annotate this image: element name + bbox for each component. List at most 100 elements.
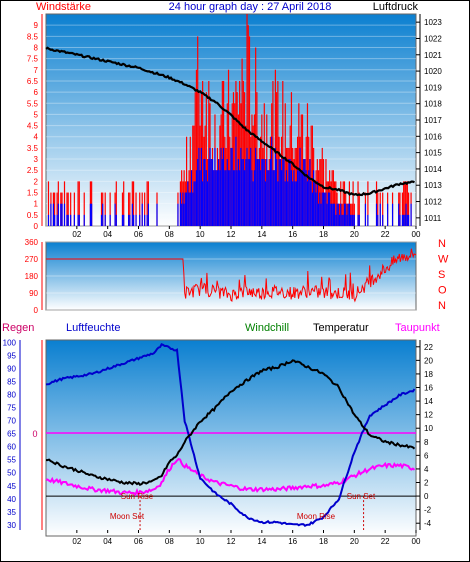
- bottom-x-tick-label: 10: [196, 537, 205, 546]
- temp-tick-label: 10: [424, 424, 433, 433]
- sunset-label: Sun Set: [347, 492, 376, 501]
- top-x-tick-label: 10: [196, 230, 205, 239]
- pressure-tick-label: 1019: [424, 83, 442, 92]
- chart-title: 24 hour graph day : 27 April 2018: [169, 1, 332, 13]
- pressure-tick-label: 1022: [424, 34, 442, 43]
- temp-tick-label: 22: [424, 343, 433, 352]
- pressure-tick-label: 1013: [424, 181, 442, 190]
- bottom-x-tick-label: 20: [350, 537, 359, 546]
- temp-tick-label: 0: [424, 492, 429, 501]
- pressure-line: [45, 46, 415, 197]
- bottom-x-tick-label: 08: [165, 537, 174, 546]
- humidity-tick-label: 65: [7, 430, 16, 439]
- temp-tick-label: 20: [424, 356, 433, 365]
- legend-luftfeuchte: Luftfeuchte: [66, 322, 120, 334]
- direction-line: [46, 248, 417, 303]
- wind-tick-label: 5.5: [27, 99, 39, 108]
- temp-tick-label: 8: [424, 438, 429, 447]
- humidity-line: [45, 343, 416, 528]
- top-x-tick-label: 04: [103, 230, 112, 239]
- legend-windchill: Windchill: [245, 322, 289, 334]
- humidity-tick-label: 70: [7, 417, 16, 426]
- wind-tick-label: 1: [34, 200, 39, 209]
- wind-tick-label: 4: [34, 133, 39, 142]
- bottom-x-tick-label: 16: [288, 537, 297, 546]
- temp-tick-label: 18: [424, 370, 433, 379]
- temp-tick-label: -4: [424, 519, 432, 528]
- top-x-tick-label: 18: [319, 230, 328, 239]
- bottom-x-tick-label: 02: [72, 537, 81, 546]
- bottom-x-tick-label: 12: [227, 537, 236, 546]
- legend-taupunkt: Taupunkt: [395, 322, 440, 334]
- temp-tick-label: 16: [424, 384, 433, 393]
- wind-tick-label: 6: [34, 88, 39, 97]
- wind-tick-label: 2.5: [27, 166, 39, 175]
- bottom-axes: 3035404550556065707580859095100-4-202468…: [3, 339, 434, 546]
- pressure-axis-title: Luftdruck: [373, 1, 419, 13]
- direction-tick-label: 180: [25, 272, 39, 281]
- pressure-tick-label: 1021: [424, 51, 442, 60]
- bottom-marks: [45, 343, 416, 528]
- pressure-tick-label: 1018: [424, 100, 442, 109]
- wind-tick-label: 8.5: [27, 32, 39, 41]
- humidity-tick-label: 75: [7, 404, 16, 413]
- bottom-grid: [46, 432, 416, 530]
- legend-regen: Regen: [2, 322, 34, 334]
- top-x-tick-label: 22: [381, 230, 390, 239]
- temp-tick-label: 4: [424, 465, 429, 474]
- bottom-x-tick-label: 04: [103, 537, 112, 546]
- humidity-tick-label: 55: [7, 456, 16, 465]
- dewpoint-line: [45, 457, 416, 498]
- wind-tick-label: 4.5: [27, 122, 39, 131]
- wind-tick-label: 7.5: [27, 55, 39, 64]
- humidity-tick-label: 40: [7, 495, 16, 504]
- humidity-tick-label: 100: [3, 339, 17, 348]
- mid-marks: [46, 248, 417, 303]
- humidity-tick-label: 80: [7, 391, 16, 400]
- moonset-label: Moon Set: [110, 512, 145, 521]
- humidity-tick-label: 50: [7, 469, 16, 478]
- direction-tick-label: 90: [29, 289, 38, 298]
- temperature-line: [46, 359, 416, 487]
- wind-tick-label: 6.5: [27, 77, 39, 86]
- humidity-tick-label: 95: [7, 352, 16, 361]
- wind-axis-title: Windstärke: [36, 1, 91, 13]
- wind-tick-label: 2: [34, 177, 39, 186]
- pressure-tick-label: 1020: [424, 67, 442, 76]
- wind-tick-label: 1.5: [27, 189, 39, 198]
- humidity-tick-label: 90: [7, 365, 16, 374]
- top-x-tick-label: 08: [165, 230, 174, 239]
- top-x-tick-label: 20: [350, 230, 359, 239]
- compass-label: W: [438, 254, 449, 266]
- direction-tick-label: 270: [25, 255, 39, 264]
- moonrise-label: Moon Rise: [297, 512, 336, 521]
- humidity-tick-label: 35: [7, 508, 16, 517]
- top-marks: [45, 14, 415, 226]
- humidity-tick-label: 45: [7, 482, 16, 491]
- temp-tick-label: 12: [424, 411, 433, 420]
- temp-tick-label: -2: [424, 506, 432, 515]
- humidity-tick-label: 30: [7, 521, 16, 530]
- temp-tick-label: 2: [424, 479, 429, 488]
- wind-tick-label: 9: [34, 21, 39, 30]
- compass-label: N: [438, 238, 446, 250]
- top-x-tick-label: 12: [227, 230, 236, 239]
- temp-tick-label: 6: [424, 451, 429, 460]
- compass-label: N: [438, 300, 446, 312]
- top-x-tick-label: 06: [134, 230, 143, 239]
- pressure-tick-label: 1017: [424, 116, 442, 125]
- pressure-tick-label: 1023: [424, 18, 442, 27]
- pressure-tick-label: 1011: [424, 214, 442, 223]
- top-x-tick-label: 00: [412, 230, 421, 239]
- bottom-x-tick-label: 14: [257, 537, 266, 546]
- wind-tick-label: 0: [34, 222, 39, 231]
- top-axes: 00.511.522.533.544.555.566.577.588.59101…: [27, 14, 442, 239]
- direction-tick-label: 0: [34, 306, 39, 315]
- top-x-tick-label: 14: [257, 230, 266, 239]
- humidity-tick-label: 85: [7, 378, 16, 387]
- top-x-tick-label: 02: [72, 230, 81, 239]
- wind-tick-label: 3: [34, 155, 39, 164]
- compass-label: O: [438, 285, 447, 297]
